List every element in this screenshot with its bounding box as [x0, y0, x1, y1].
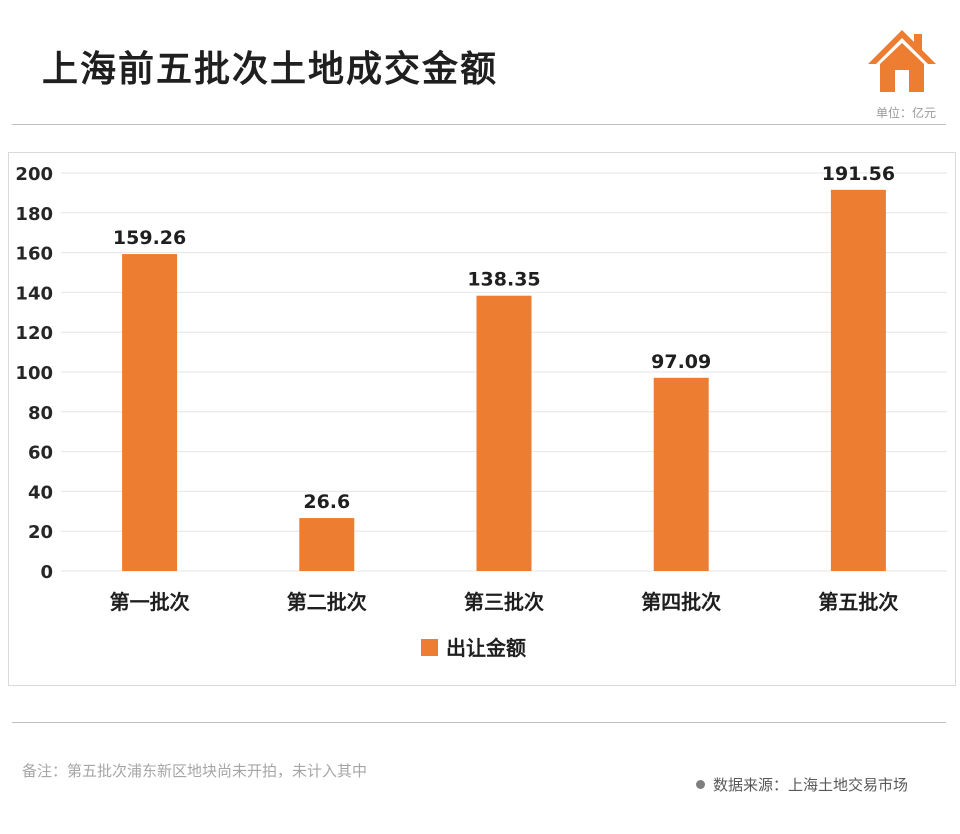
bullet-icon [695, 780, 705, 789]
bar [830, 189, 886, 571]
bar [122, 254, 178, 571]
y-tick-label: 40 [28, 482, 53, 503]
x-tick-label: 第四批次 [641, 590, 721, 614]
footer-divider [12, 722, 946, 723]
x-tick-label: 第五批次 [818, 590, 898, 614]
y-tick-label: 60 [28, 443, 53, 464]
unit-label: 单位：亿元 [875, 106, 936, 120]
x-tick-label: 第三批次 [464, 590, 544, 614]
y-tick-label: 160 [15, 244, 53, 265]
house-icon [866, 26, 938, 96]
data-source-text: 数据来源：上海土地交易市场 [712, 776, 908, 794]
footnote: 备注：第五批次浦东新区地块尚未开拍，未计入其中 [22, 762, 368, 780]
chart-area: 0 20 40 60 80 100 120 140 160 180 200 159.26 第一批次 26.… [8, 152, 956, 686]
y-tick-label: 100 [15, 363, 53, 384]
x-tick-label: 第二批次 [287, 590, 367, 614]
y-tick-label: 20 [28, 522, 53, 543]
y-tick-label: 120 [15, 323, 53, 344]
y-tick-label: 0 [40, 562, 53, 583]
legend-label: 出让金额 [446, 636, 526, 660]
legend-swatch [421, 639, 438, 656]
header-divider [12, 124, 946, 125]
data-label: 26.6 [303, 491, 350, 513]
bar [299, 518, 355, 571]
bar [476, 295, 532, 571]
y-tick-label: 200 [15, 164, 53, 185]
data-label: 138.35 [467, 269, 540, 291]
page-title: 上海前五批次土地成交金额 [42, 49, 499, 90]
y-tick-label: 180 [15, 204, 53, 225]
bar [653, 377, 709, 571]
data-label: 159.26 [113, 227, 186, 249]
y-tick-label: 140 [15, 283, 53, 304]
x-tick-label: 第一批次 [110, 590, 190, 614]
data-source: 数据来源：上海土地交易市场 [695, 774, 908, 795]
y-tick-label: 80 [28, 403, 53, 424]
data-label: 191.56 [822, 163, 895, 185]
data-label: 97.09 [651, 351, 711, 373]
bar-chart: 0 20 40 60 80 100 120 140 160 180 200 159.26 第一批次 26.… [15, 163, 947, 660]
